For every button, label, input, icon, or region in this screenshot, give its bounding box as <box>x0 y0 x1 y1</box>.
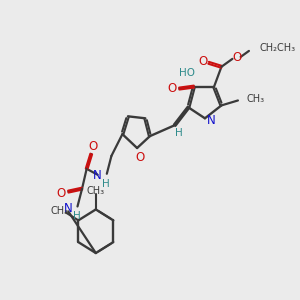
Text: HO: HO <box>178 68 195 78</box>
Text: CH₃: CH₃ <box>50 206 68 216</box>
Text: O: O <box>88 140 98 152</box>
Text: O: O <box>56 187 66 200</box>
Text: H: H <box>176 128 183 138</box>
Text: CH₃: CH₃ <box>246 94 264 104</box>
Text: N: N <box>64 202 73 215</box>
Text: N: N <box>207 114 216 127</box>
Text: CH₃: CH₃ <box>87 186 105 196</box>
Text: N: N <box>93 169 102 182</box>
Text: H: H <box>73 212 80 221</box>
Text: O: O <box>135 152 145 164</box>
Text: CH₂CH₃: CH₂CH₃ <box>260 43 296 53</box>
Text: O: O <box>167 82 176 95</box>
Text: O: O <box>232 51 242 64</box>
Text: O: O <box>199 55 208 68</box>
Text: H: H <box>102 179 110 189</box>
